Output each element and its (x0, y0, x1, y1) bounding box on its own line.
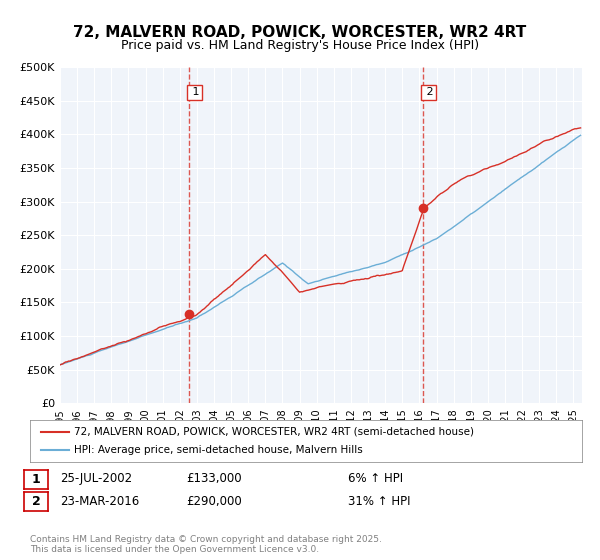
Text: 1: 1 (190, 87, 200, 97)
Text: 23-MAR-2016: 23-MAR-2016 (60, 494, 139, 508)
Text: 2: 2 (32, 495, 40, 508)
Text: 1: 1 (32, 473, 40, 486)
Text: 2: 2 (424, 87, 434, 97)
Text: 31% ↑ HPI: 31% ↑ HPI (348, 494, 410, 508)
Text: 72, MALVERN ROAD, POWICK, WORCESTER, WR2 4RT: 72, MALVERN ROAD, POWICK, WORCESTER, WR2… (73, 25, 527, 40)
Text: 72, MALVERN ROAD, POWICK, WORCESTER, WR2 4RT (semi-detached house): 72, MALVERN ROAD, POWICK, WORCESTER, WR2… (74, 427, 474, 437)
Text: HPI: Average price, semi-detached house, Malvern Hills: HPI: Average price, semi-detached house,… (74, 445, 363, 455)
Text: £133,000: £133,000 (186, 472, 242, 486)
Text: Contains HM Land Registry data © Crown copyright and database right 2025.
This d: Contains HM Land Registry data © Crown c… (30, 535, 382, 554)
Text: 25-JUL-2002: 25-JUL-2002 (60, 472, 132, 486)
Text: £290,000: £290,000 (186, 494, 242, 508)
Text: Price paid vs. HM Land Registry's House Price Index (HPI): Price paid vs. HM Land Registry's House … (121, 39, 479, 52)
Text: 6% ↑ HPI: 6% ↑ HPI (348, 472, 403, 486)
